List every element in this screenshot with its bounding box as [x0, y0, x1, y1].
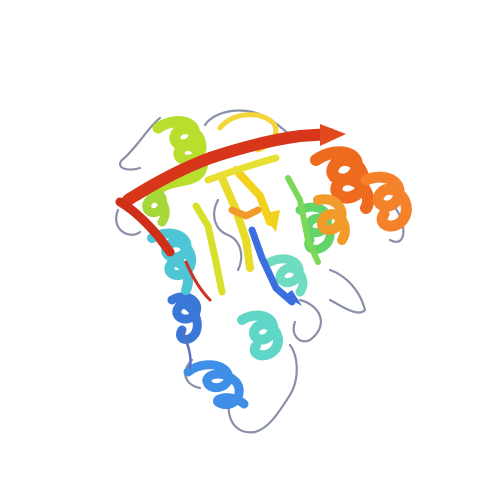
red-coil-down: [184, 260, 212, 302]
red-strand-arrow: [320, 124, 346, 146]
c-terminal-strand: [115, 124, 346, 302]
green-strand: [285, 175, 321, 265]
blue-strand-arrow: [284, 290, 302, 306]
beta-sheet: [192, 112, 302, 306]
red-strand-long: [122, 128, 336, 206]
cyan-helix-mid: [237, 310, 283, 361]
cyan-helix-upper: [265, 254, 308, 297]
blue-helix-bottom: [183, 360, 249, 410]
blue-strand: [248, 226, 296, 306]
orange-helix-right: [360, 171, 412, 232]
orange-strand-small: [228, 206, 262, 220]
yellow-green-helix-top: [152, 116, 208, 196]
yellow-green-helix: [133, 116, 208, 227]
n-terminal-helices: [167, 292, 249, 410]
coil-right-mid: [292, 298, 322, 343]
coil-top-left: [119, 116, 162, 171]
orange-helix-lower: [313, 194, 350, 245]
yellow-strand-3: [192, 202, 226, 296]
coil-bottom: [227, 343, 298, 434]
orange-helix-upper: [310, 146, 374, 214]
coil-n-terminus: [180, 328, 192, 370]
red-strand-return: [115, 197, 175, 257]
yellow-strand-1: [218, 174, 254, 272]
yellow-strand-upper: [204, 154, 280, 184]
coil-left: [115, 208, 142, 236]
yellow-strand-arrow: [262, 210, 280, 232]
coil-center: [213, 198, 243, 272]
orange-helices: [310, 146, 412, 245]
coil-right-bottom: [328, 268, 367, 314]
yellow-green-helix-lower: [133, 186, 170, 227]
cyan-helix-left: [147, 228, 197, 295]
blue-helix-left: [167, 292, 202, 344]
cyan-helices: [147, 228, 308, 361]
